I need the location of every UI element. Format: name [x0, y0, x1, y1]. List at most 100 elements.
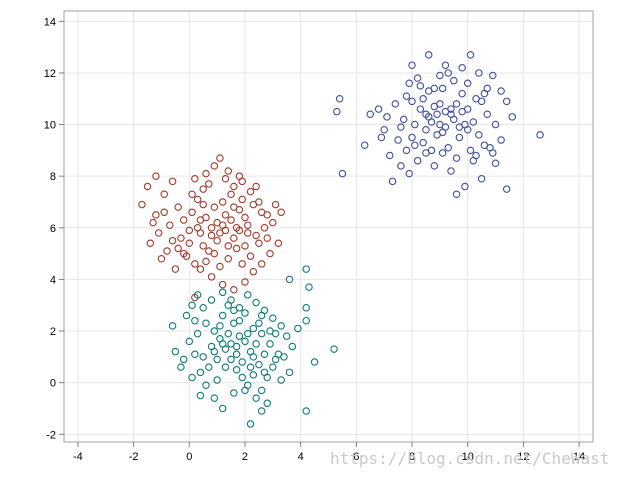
x-tick-label: 2 [242, 451, 248, 463]
data-point-series-1 [188, 190, 196, 198]
data-point-series-2 [216, 322, 224, 330]
data-point-series-3 [480, 89, 489, 98]
data-point-series-1 [235, 226, 244, 235]
data-point-series-3 [413, 74, 422, 82]
data-point-series-1 [271, 200, 280, 209]
data-point-series-3 [455, 123, 464, 131]
data-point-series-3 [422, 125, 430, 134]
data-point-series-2 [249, 353, 258, 361]
data-point-series-1 [260, 224, 269, 232]
data-point-series-1 [227, 216, 235, 224]
data-point-series-3 [436, 120, 444, 129]
y-tick-label: 0 [50, 378, 56, 390]
data-point-series-2 [257, 407, 266, 415]
data-point-series-2 [241, 337, 249, 346]
data-point-series-1 [185, 226, 194, 235]
data-point-series-2 [252, 340, 260, 348]
data-point-series-3 [419, 138, 427, 147]
data-point-series-1 [224, 255, 233, 263]
data-point-series-2 [235, 332, 244, 340]
data-point-series-3 [416, 105, 425, 113]
data-point-series-2 [188, 301, 196, 309]
data-point-series-1 [199, 185, 207, 193]
data-point-series-3 [491, 159, 500, 168]
data-point-series-1 [191, 260, 199, 268]
data-point-series-1 [218, 198, 227, 206]
x-tick-label: -2 [129, 451, 139, 463]
data-point-series-1 [210, 249, 219, 258]
data-point-series-3 [450, 115, 458, 124]
x-tick-label: -4 [73, 451, 83, 463]
data-point-series-3 [438, 149, 447, 157]
data-point-series-2 [179, 355, 188, 364]
data-point-series-2 [255, 360, 263, 369]
watermark-text: https://blog.csdn.net/CheWast [330, 449, 610, 468]
x-tick-label: 12 [517, 451, 529, 463]
data-point-series-3 [408, 133, 416, 142]
data-point-series-1 [216, 229, 224, 237]
data-point-series-3 [458, 64, 466, 72]
data-point-series-3 [383, 113, 391, 121]
y-tick-label: 6 [50, 223, 56, 235]
data-point-series-3 [461, 182, 469, 191]
x-tick-label: 10 [462, 451, 474, 463]
x-tick-label: 14 [573, 451, 585, 463]
data-point-series-1 [207, 224, 216, 232]
data-point-series-3 [399, 115, 408, 124]
data-point-series-1 [196, 265, 205, 273]
data-point-series-1 [168, 236, 177, 245]
data-point-series-1 [241, 242, 249, 250]
data-point-series-1 [179, 216, 188, 224]
data-point-series-3 [391, 100, 400, 108]
data-point-series-3 [452, 100, 461, 108]
data-point-series-3 [469, 118, 478, 126]
data-point-series-1 [246, 252, 255, 260]
data-point-series-3 [408, 61, 416, 69]
data-point-series-2 [224, 329, 233, 338]
data-point-series-3 [377, 133, 386, 142]
data-point-series-2 [294, 324, 302, 333]
data-point-series-1 [174, 203, 182, 211]
data-point-series-3 [444, 69, 452, 77]
data-point-series-2 [185, 337, 194, 346]
data-point-series-2 [168, 322, 177, 330]
data-point-series-2 [266, 340, 274, 348]
data-point-series-1 [218, 221, 227, 229]
data-point-series-1 [224, 242, 233, 250]
data-point-series-3 [411, 141, 419, 149]
data-point-series-3 [424, 87, 433, 95]
data-point-series-2 [302, 304, 310, 312]
data-point-series-2 [241, 309, 249, 317]
data-point-series-2 [282, 332, 291, 340]
data-point-series-1 [277, 208, 285, 217]
data-point-series-2 [202, 381, 210, 389]
data-point-series-2 [266, 327, 274, 335]
data-point-series-2 [218, 288, 227, 297]
axes: -4 -2 0 2 4 6 8 10 12 14 -2 0 2 4 6 8 10 12 14 [44, 16, 585, 463]
data-point-series-3 [475, 69, 483, 77]
data-point-series-2 [257, 311, 266, 320]
data-point-series-3 [536, 131, 544, 139]
data-points [138, 51, 544, 428]
data-point-series-1 [210, 203, 219, 211]
data-point-series-2 [199, 304, 207, 312]
data-point-series-1 [221, 175, 230, 183]
data-point-series-3 [466, 51, 475, 59]
data-point-series-3 [360, 141, 369, 149]
data-point-series-3 [430, 162, 439, 170]
data-point-series-3 [338, 169, 347, 178]
data-point-series-2 [249, 371, 258, 379]
data-point-series-1 [221, 211, 230, 219]
data-point-series-2 [263, 399, 271, 408]
data-point-series-2 [260, 350, 269, 359]
data-point-series-1 [216, 154, 224, 162]
data-point-series-3 [475, 131, 483, 139]
data-point-series-1 [230, 285, 238, 294]
data-point-series-3 [489, 71, 497, 80]
data-point-series-1 [154, 229, 163, 237]
data-point-series-2 [196, 391, 205, 400]
data-point-series-1 [163, 247, 171, 255]
data-point-series-1 [193, 195, 202, 204]
data-point-series-2 [232, 365, 241, 374]
data-point-series-3 [438, 84, 447, 93]
